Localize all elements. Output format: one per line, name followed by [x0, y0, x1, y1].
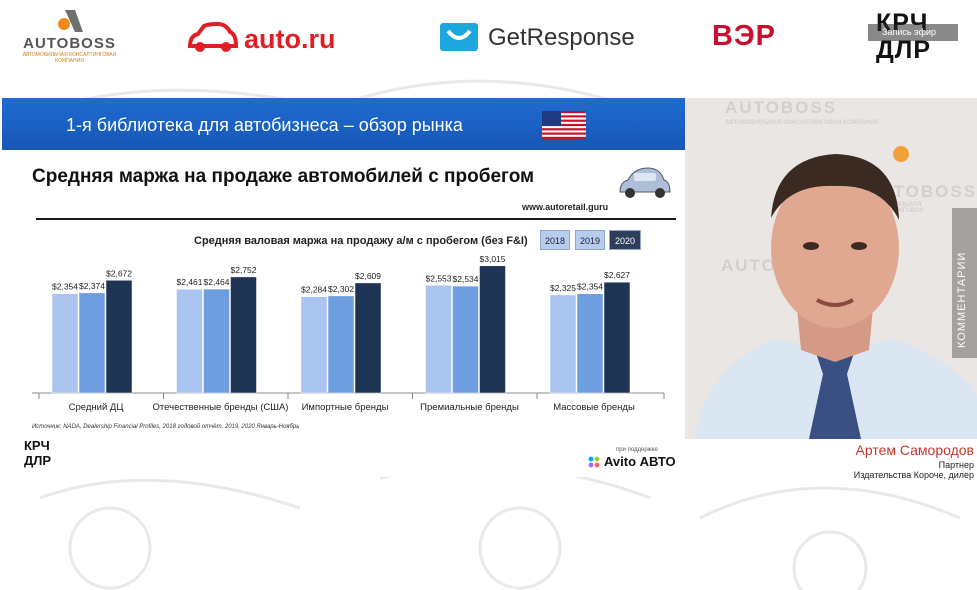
category-label: Импортные бренды — [302, 402, 389, 413]
slide-banner-title: 1-я библиотека для автобизнеса – обзор р… — [66, 115, 463, 135]
legend-2019: 2019 — [575, 230, 605, 250]
bar-value-label: $2,464 — [204, 277, 230, 287]
legend-2018: 2018 — [540, 230, 570, 250]
getresponse-mark-icon — [440, 23, 478, 51]
legend-2020: 2020 — [609, 230, 641, 250]
autoboss-wordmark: AUTOBOSS — [23, 35, 116, 52]
category-label: Отечественные бренды (США) — [153, 402, 289, 413]
bar-value-label: $2,354 — [577, 282, 603, 292]
bar-value-label: $2,461 — [177, 277, 203, 287]
support-label: при поддержке — [616, 447, 658, 453]
autoru-wordmark: auto.ru — [244, 24, 336, 54]
site-url: www.autoretail.guru — [522, 202, 609, 212]
getresponse-logo: GetResponse — [440, 23, 650, 55]
speaker-role: Партнер — [938, 460, 974, 470]
slide-banner: 1-я библиотека для автобизнеса – обзор р… — [2, 98, 685, 150]
bar-2020 — [354, 282, 382, 394]
avito-logo: Avito АВТО — [588, 454, 678, 470]
category-label: Средний ДЦ — [69, 402, 124, 413]
source-note: Источник: NADA, Dealership Financial Pro… — [32, 424, 300, 430]
bar-value-label: $2,609 — [355, 271, 381, 281]
sponsor-bar: AUTOBOSS АВТОМОБИЛЬНАЯ КОНСАЛТИНГОВАЯ КО… — [0, 0, 977, 78]
heading-divider — [36, 218, 676, 220]
bar-value-label: $2,627 — [604, 270, 630, 280]
category-label: Премиальные бренды — [420, 402, 519, 413]
bar-2018 — [51, 293, 79, 394]
bar-2019 — [203, 288, 230, 394]
getresponse-wordmark: GetResponse — [488, 24, 635, 51]
usa-flag-icon — [542, 111, 586, 139]
autoboss-tagline: АВТОМОБИЛЬНАЯ КОНСАЛТИНГОВАЯ КОМПАНИЯ — [22, 52, 117, 64]
category-label: Массовые бренды — [553, 402, 635, 413]
autoru-logo: auto.ru — [186, 21, 366, 56]
bar-2019 — [327, 295, 355, 394]
bar-value-label: $2,752 — [231, 265, 257, 275]
bar-value-label: $2,354 — [52, 282, 78, 292]
speaker-figure — [695, 146, 977, 439]
bar-2018 — [549, 294, 577, 394]
comments-tab[interactable]: КОММЕНТАРИИ — [952, 208, 977, 358]
autoboss-mark-icon — [57, 10, 83, 32]
bar-2020 — [479, 265, 506, 394]
bar-2018 — [176, 288, 203, 394]
bar-value-label: $3,015 — [480, 254, 506, 264]
bar-value-label: $2,374 — [79, 281, 105, 291]
ver-logo: ВЭР — [712, 20, 776, 52]
bar-value-label: $2,325 — [550, 283, 576, 293]
bar-2019 — [78, 292, 106, 394]
presentation-slide: 1-я библиотека для автобизнеса – обзор р… — [2, 98, 685, 477]
bar-2019 — [576, 293, 604, 394]
comments-tab-label: КОММЕНТАРИИ — [956, 251, 968, 348]
bar-2018 — [425, 285, 452, 394]
bar-value-label: $2,284 — [301, 285, 327, 295]
bar-2020 — [603, 281, 631, 394]
overlay-tag: Запись эфир — [868, 24, 958, 41]
car-icon — [187, 21, 239, 52]
car-illustration-icon — [619, 167, 671, 198]
bar-value-label: $2,672 — [106, 268, 132, 278]
bar-2020 — [105, 280, 133, 394]
speaker-org: Издательства Короче, дилер — [853, 470, 974, 480]
avito-wordmark: Avito АВТО — [604, 454, 676, 469]
krd-logo: КРЧ ДЛР — [876, 9, 932, 64]
speaker-name-plate: Артем Самородов Партнер Издательства Кор… — [790, 440, 977, 484]
chart-title: Средняя валовая маржа на продажу а/м с п… — [194, 235, 528, 247]
autoboss-logo: AUTOBOSS АВТОМОБИЛЬНАЯ КОНСАЛТИНГОВАЯ КО… — [22, 8, 117, 68]
wall-tagline-text: АВТОМОБИЛЬНАЯ КОНСАЛТИНГОВАЯ КОМПАНИЯ — [725, 120, 879, 126]
bar-2018 — [300, 296, 328, 394]
bar-2019 — [452, 285, 479, 394]
avito-dots-icon — [588, 456, 600, 468]
bar-value-label: $2,553 — [426, 273, 452, 283]
margin-bar-chart: Средняя валовая маржа на продажу а/м с п… — [32, 235, 665, 413]
wall-logo-text: AUTOBOSS — [725, 98, 838, 117]
bar-value-label: $2,534 — [453, 274, 479, 284]
slide-heading: Средняя маржа на продаже автомобилей с п… — [32, 166, 535, 187]
slide-krd-logo: КРЧ ДЛР — [24, 438, 52, 468]
bar-value-label: $2,302 — [328, 284, 354, 294]
bar-2020 — [230, 276, 257, 394]
speaker-name: Артем Самородов — [855, 442, 975, 458]
speaker-video: AUTOBOSS AUTOBOSS AUTOBOSS АВТОМОБИЛЬНАЯ… — [685, 98, 977, 439]
